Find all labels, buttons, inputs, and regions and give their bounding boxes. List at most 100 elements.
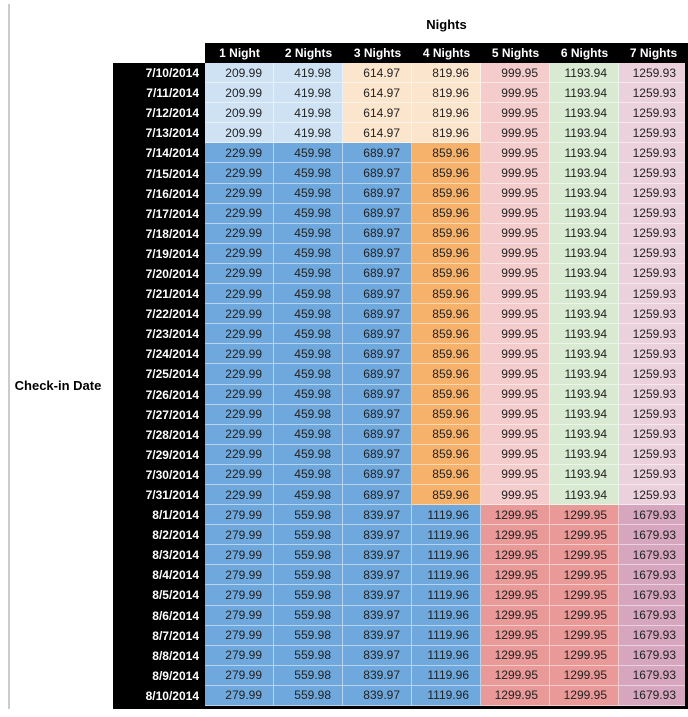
price-cell: 279.99 [205,585,274,606]
price-cell: 689.97 [343,203,412,224]
price-cell: 1193.94 [550,143,619,164]
price-cell: 859.96 [412,464,481,485]
price-cell: 689.97 [343,324,412,345]
price-cell: 1193.94 [550,83,619,104]
price-cell: 614.97 [343,63,412,84]
price-cell: 1119.96 [412,565,481,586]
price-cell: 614.97 [343,83,412,104]
price-cell: 1259.93 [619,103,688,124]
price-cell: 689.97 [343,304,412,325]
date-cell: 7/27/2014 [113,404,205,425]
price-cell: 689.97 [343,183,412,204]
price-cell: 999.95 [481,444,550,465]
price-cell: 279.99 [205,645,274,666]
date-cell: 7/16/2014 [113,183,205,204]
price-cell: 999.95 [481,103,550,124]
price-cell: 859.96 [412,384,481,405]
price-cell: 1193.94 [550,304,619,325]
price-cell: 229.99 [205,263,274,285]
table-row: 7/27/2014 229.99 459.98 689.97 859.96 999.95 1… [113,404,688,425]
price-cell: 839.97 [343,665,412,686]
table-row: 7/11/2014 209.99 419.98 614.97 819.96 999.95 1… [113,83,688,104]
table-body: 7/10/2014 209.99 419.98 614.97 819.96 999.95 1… [113,63,688,706]
price-cell: 859.96 [412,223,481,244]
table-bottom-border [113,706,688,709]
date-cell: 8/3/2014 [113,545,205,566]
price-cell: 459.98 [274,143,343,164]
table-right-border [685,43,688,709]
date-cell: 8/10/2014 [113,685,205,706]
price-cell: 419.98 [274,123,343,144]
date-cell: 8/5/2014 [113,585,205,606]
price-cell: 859.96 [412,143,481,164]
price-cell: 1299.95 [550,525,619,546]
price-cell: 1259.93 [619,484,688,506]
column-header: 6 Nights [560,46,609,60]
price-cell: 839.97 [343,645,412,666]
price-cell: 459.98 [274,464,343,485]
price-cell: 859.96 [412,424,481,445]
table-row: 7/12/2014 209.99 419.98 614.97 819.96 999.95 1… [113,103,688,124]
table-row: 7/23/2014 229.99 459.98 689.97 859.96 999.95 1… [113,324,688,345]
price-cell: 1679.93 [619,685,688,706]
date-cell: 7/14/2014 [113,143,205,164]
price-cell: 459.98 [274,344,343,365]
price-cell: 999.95 [481,404,550,425]
price-cell: 1299.95 [481,525,550,546]
table-row: 7/28/2014 229.99 459.98 689.97 859.96 999.95 1… [113,424,688,445]
price-cell: 1193.94 [550,123,619,144]
price-cell: 999.95 [481,223,550,244]
price-cell: 559.98 [274,645,343,666]
price-cell: 859.96 [412,444,481,465]
price-cell: 559.98 [274,585,343,606]
price-cell: 999.95 [481,304,550,325]
price-cell: 689.97 [343,484,412,506]
price-cell: 1299.95 [550,505,619,526]
price-cell: 1193.94 [550,484,619,506]
price-cell: 459.98 [274,284,343,305]
price-cell: 614.97 [343,103,412,124]
price-cell: 559.98 [274,545,343,566]
price-cell: 1259.93 [619,404,688,425]
price-cell: 1259.93 [619,324,688,345]
price-cell: 1259.93 [619,223,688,244]
price-cell: 859.96 [412,364,481,385]
price-cell: 1193.94 [550,284,619,305]
price-cell: 1259.93 [619,243,688,264]
price-cell: 839.97 [343,565,412,586]
price-cell: 279.99 [205,545,274,566]
price-cell: 419.98 [274,83,343,104]
price-cell: 859.96 [412,284,481,305]
column-header: 1 Night [219,46,260,60]
price-cell: 209.99 [205,63,274,84]
date-cell: 8/8/2014 [113,645,205,666]
price-cell: 459.98 [274,203,343,224]
price-cell: 689.97 [343,284,412,305]
table-row: 8/1/2014 279.99 559.98 839.97 1119.96 1299.95… [113,505,688,526]
table-row: 8/10/2014 279.99 559.98 839.97 1119.96 1299.9… [113,685,688,706]
price-cell: 999.95 [481,63,550,84]
date-cell: 7/15/2014 [113,163,205,184]
price-cell: 279.99 [205,525,274,546]
table-row: 7/26/2014 229.99 459.98 689.97 859.96 999.95 1… [113,384,688,405]
table-row: 7/14/2014 229.99 459.98 689.97 859.96 999.95 1… [113,143,688,164]
price-cell: 1299.95 [481,665,550,686]
price-cell: 839.97 [343,585,412,606]
table-row: 7/25/2014 229.99 459.98 689.97 859.96 999.95 1… [113,364,688,385]
price-cell: 689.97 [343,243,412,264]
price-cell: 209.99 [205,123,274,144]
price-cell: 999.95 [481,424,550,445]
price-cell: 689.97 [343,364,412,385]
price-cell: 229.99 [205,203,274,224]
price-cell: 1299.95 [550,665,619,686]
column-header: 2 Nights [284,46,333,60]
table-row: 7/10/2014 209.99 419.98 614.97 819.96 999.95 1… [113,63,688,84]
price-cell: 1193.94 [550,464,619,485]
price-cell: 819.96 [412,123,481,144]
price-cell: 1259.93 [619,284,688,305]
price-cell: 839.97 [343,545,412,566]
left-edge-divider [8,4,10,709]
price-cell: 1193.94 [550,364,619,385]
price-cell: 999.95 [481,83,550,104]
price-cell: 1299.95 [550,625,619,646]
